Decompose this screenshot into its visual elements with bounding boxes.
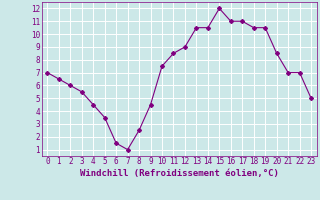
X-axis label: Windchill (Refroidissement éolien,°C): Windchill (Refroidissement éolien,°C): [80, 169, 279, 178]
